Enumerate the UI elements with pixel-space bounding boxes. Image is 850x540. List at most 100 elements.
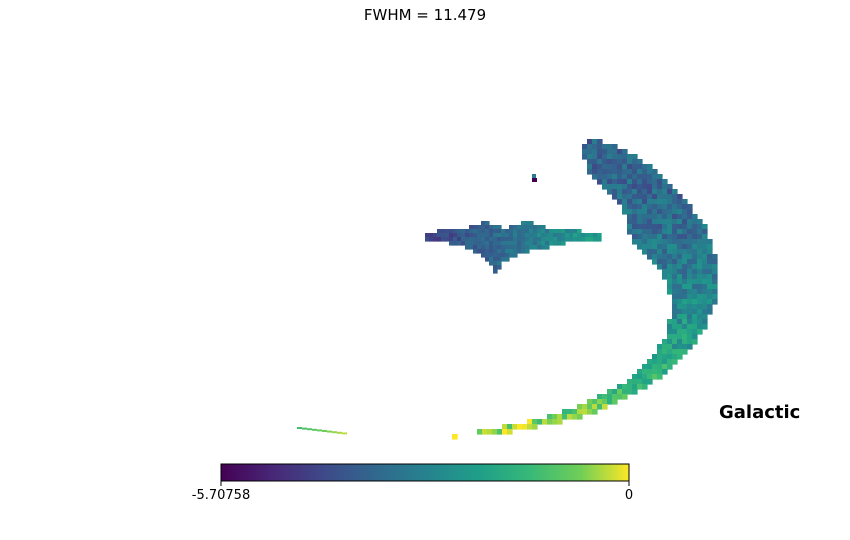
- arc-pixel: [627, 189, 633, 195]
- arc-pixel: [692, 299, 698, 305]
- faint-tail-pixel: [337, 431, 342, 434]
- streak-pixel: [589, 237, 594, 242]
- arc-pixel: [652, 259, 658, 265]
- streak-pixel: [529, 225, 534, 230]
- arc-pixel: [702, 279, 708, 285]
- arc-pixel: [662, 214, 668, 220]
- arc-pixel: [632, 214, 638, 220]
- arc-pixel: [687, 299, 693, 305]
- streak-pixel: [497, 253, 502, 258]
- arc-pixel: [627, 219, 633, 225]
- arc-pixel: [597, 164, 603, 170]
- arc-pixel: [702, 229, 708, 235]
- arc-pixel: [627, 174, 633, 180]
- streak-pixel: [453, 241, 458, 246]
- arc-pixel: [697, 259, 703, 265]
- streak-pixel: [453, 233, 458, 238]
- arc-pixel: [672, 314, 678, 320]
- arc-pixel: [677, 324, 683, 330]
- streak-pixel: [561, 229, 566, 234]
- arc-pixel: [622, 389, 628, 395]
- arc-pixel: [607, 149, 613, 155]
- arc-pixel: [687, 269, 693, 275]
- arc-pixel: [637, 239, 643, 245]
- arc-pixel: [642, 379, 648, 385]
- arc-pixel: [627, 389, 633, 395]
- arc-pixel: [692, 229, 698, 235]
- arc-pixel: [612, 194, 618, 200]
- streak-pixel: [505, 249, 510, 254]
- arc-pixel: [667, 354, 673, 360]
- arc-pixel: [582, 154, 588, 160]
- streak-pixel: [429, 233, 434, 238]
- arc-pixel: [647, 224, 653, 230]
- arc-pixel: [687, 274, 693, 280]
- streak-pixel: [541, 245, 546, 250]
- arc-pixel: [637, 164, 643, 170]
- streak-pixel: [533, 233, 538, 238]
- arc-pixel: [677, 329, 683, 335]
- streak-pixel: [513, 245, 518, 250]
- arc-pixel: [627, 169, 633, 175]
- streak-pixel: [477, 225, 482, 230]
- arc-pixel: [602, 164, 608, 170]
- arc-pixel: [687, 329, 693, 335]
- arc-pixel: [677, 294, 683, 300]
- arc-pixel: [632, 194, 638, 200]
- arc-pixel: [612, 189, 618, 195]
- arc-pixel: [682, 339, 688, 345]
- streak-pixel: [493, 233, 498, 238]
- streak-pixel: [533, 229, 538, 234]
- arc-pixel: [622, 184, 628, 190]
- arc-pixel: [687, 319, 693, 325]
- arc-pixel: [652, 234, 658, 240]
- streak-pixel: [457, 229, 462, 234]
- streak-pixel: [509, 253, 514, 258]
- arc-pixel: [607, 164, 613, 170]
- streak-pixel: [509, 241, 514, 246]
- arc-pixel: [687, 344, 693, 350]
- arc-pixel: [617, 159, 623, 165]
- streak-pixel: [565, 237, 570, 242]
- arc-pixel: [642, 234, 648, 240]
- arc-pixel: [712, 254, 718, 260]
- arc-pixel: [697, 289, 703, 295]
- arc-pixel: [677, 219, 683, 225]
- arc-pixel: [697, 254, 703, 260]
- streak-pixel: [517, 225, 522, 230]
- streak-pixel: [489, 245, 494, 250]
- streak-pixel: [473, 249, 478, 254]
- arc-pixel: [692, 259, 698, 265]
- streak-pixel: [465, 241, 470, 246]
- arc-pixel: [627, 199, 633, 205]
- arc-pixel: [697, 319, 703, 325]
- arc-pixel: [522, 424, 528, 430]
- colorbar-min-label: -5.70758: [191, 488, 251, 503]
- streak-pixel: [497, 265, 502, 270]
- arc-pixel: [707, 289, 713, 295]
- arc-pixel: [702, 319, 708, 325]
- arc-pixel: [682, 309, 688, 315]
- arc-pixel: [602, 399, 608, 405]
- arc-pixel: [622, 174, 628, 180]
- arc-pixel: [657, 254, 663, 260]
- arc-pixel: [707, 254, 713, 260]
- arc-pixel: [682, 334, 688, 340]
- streak-pixel: [469, 233, 474, 238]
- arc-pixel: [642, 174, 648, 180]
- arc-pixel: [632, 374, 638, 380]
- arc-pixel: [637, 184, 643, 190]
- streak-pixel: [545, 229, 550, 234]
- arc-pixel: [662, 179, 668, 185]
- streak-pixel: [493, 241, 498, 246]
- arc-pixel: [647, 179, 653, 185]
- arc-pixel: [672, 234, 678, 240]
- arc-pixel: [637, 384, 643, 390]
- arc-pixel: [672, 199, 678, 205]
- colorbar: [220, 463, 630, 482]
- arc-pixel: [652, 209, 658, 215]
- arc-pixel: [677, 344, 683, 350]
- arc-pixel: [682, 209, 688, 215]
- arc-pixel: [532, 424, 538, 430]
- streak-pixel: [501, 241, 506, 246]
